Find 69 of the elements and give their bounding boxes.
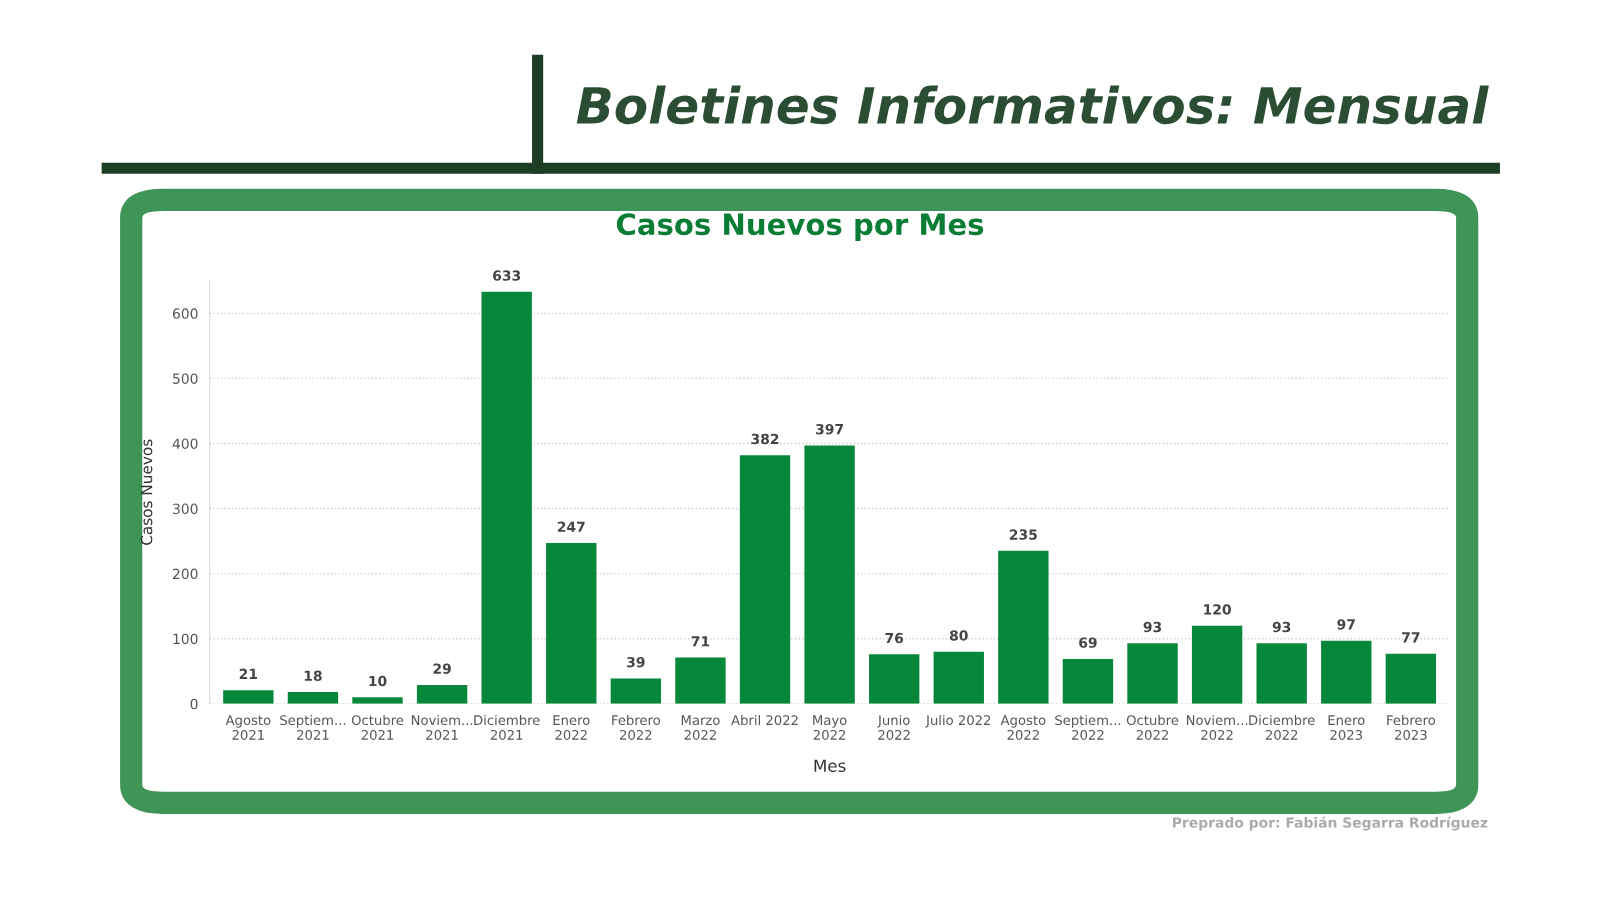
y-tick-label: 200: [173, 568, 198, 580]
x-tick-label: Septiem... 2021: [280, 714, 346, 740]
data-label: 21: [239, 668, 258, 679]
y-tick-label: 300: [173, 503, 198, 515]
bar: [1256, 643, 1307, 704]
bar: [869, 654, 920, 704]
bar: [1127, 643, 1178, 704]
data-label: 397: [816, 423, 843, 435]
y-tick-label: 0: [190, 698, 198, 710]
x-tick-label: Febrero 2023: [1387, 714, 1436, 740]
y-tick-label: 400: [172, 438, 198, 449]
x-tick-label: Diciembre 2021: [474, 714, 540, 740]
bar: [287, 692, 339, 704]
data-label: 77: [1402, 632, 1420, 643]
data-label: 18: [304, 670, 322, 682]
data-label: 93: [1272, 621, 1291, 633]
data-label: 97: [1337, 619, 1355, 630]
bar: [1062, 658, 1114, 704]
x-tick-label: Agosto 2021: [225, 715, 271, 740]
x-tick-label: Noviem... 2021: [411, 714, 473, 740]
x-tick-label: Octubre 2021: [351, 714, 404, 740]
data-label: 71: [691, 636, 710, 647]
bar: [481, 291, 532, 704]
x-tick-label: Diciembre 2022: [1249, 714, 1315, 740]
x-tick-label: Agosto 2022: [1000, 715, 1046, 740]
data-label: 39: [627, 656, 645, 668]
x-tick-label: Julio 2022: [925, 714, 991, 728]
y-tick-label: 500: [173, 373, 198, 384]
data-label: 235: [1009, 529, 1037, 540]
x-tick-label: Junio 2022: [877, 714, 910, 740]
data-label: 29: [433, 663, 451, 674]
data-label: 93: [1143, 621, 1162, 633]
text: Preprado por: Fabián Segarra Rodríguez: [1173, 816, 1488, 831]
bar: [1191, 625, 1243, 704]
x-tick-label: Mayo 2022: [813, 715, 847, 740]
y-tick-label: 600: [172, 308, 198, 319]
bar: [675, 657, 726, 704]
data-label: 247: [557, 521, 585, 532]
data-label: 80: [949, 630, 968, 641]
data-label: 382: [751, 433, 779, 445]
y-axis-title: Casos Nuevos: [140, 439, 153, 545]
bar: [416, 684, 468, 704]
bar: [352, 697, 403, 704]
x-tick-label: Marzo 2022: [681, 715, 720, 740]
bar: [610, 678, 662, 704]
x-tick-label: Febrero 2022: [612, 714, 661, 740]
x-tick-label: Enero 2022: [553, 715, 590, 740]
data-label: 76: [885, 632, 904, 644]
x-tick-label: Septiem... 2022: [1055, 714, 1121, 740]
data-label: 633: [493, 270, 521, 281]
chart-title: Boletines Informativos: Mensual: [576, 85, 1489, 125]
x-tick-label: Abril 2022: [731, 714, 798, 726]
bar: [998, 550, 1049, 704]
bar: [546, 543, 597, 704]
data-label: 120: [1204, 604, 1231, 615]
chart-subtitle: Casos Nuevos por Mes: [616, 213, 984, 241]
x-tick-label: Enero 2023: [1328, 715, 1365, 740]
x-axis-title: Mes: [814, 759, 846, 773]
x-tick-label: Octubre 2022: [1126, 714, 1179, 740]
bar: [223, 690, 274, 704]
bar: [739, 455, 791, 704]
data-label: 10: [369, 675, 387, 687]
x-tick-label: Noviem... 2022: [1186, 714, 1248, 740]
bar: [804, 445, 855, 704]
data-label: 69: [1079, 637, 1097, 648]
bar: [1321, 640, 1372, 704]
bar: [933, 651, 984, 704]
bar: [1385, 653, 1437, 704]
y-tick-label: 100: [173, 633, 198, 645]
